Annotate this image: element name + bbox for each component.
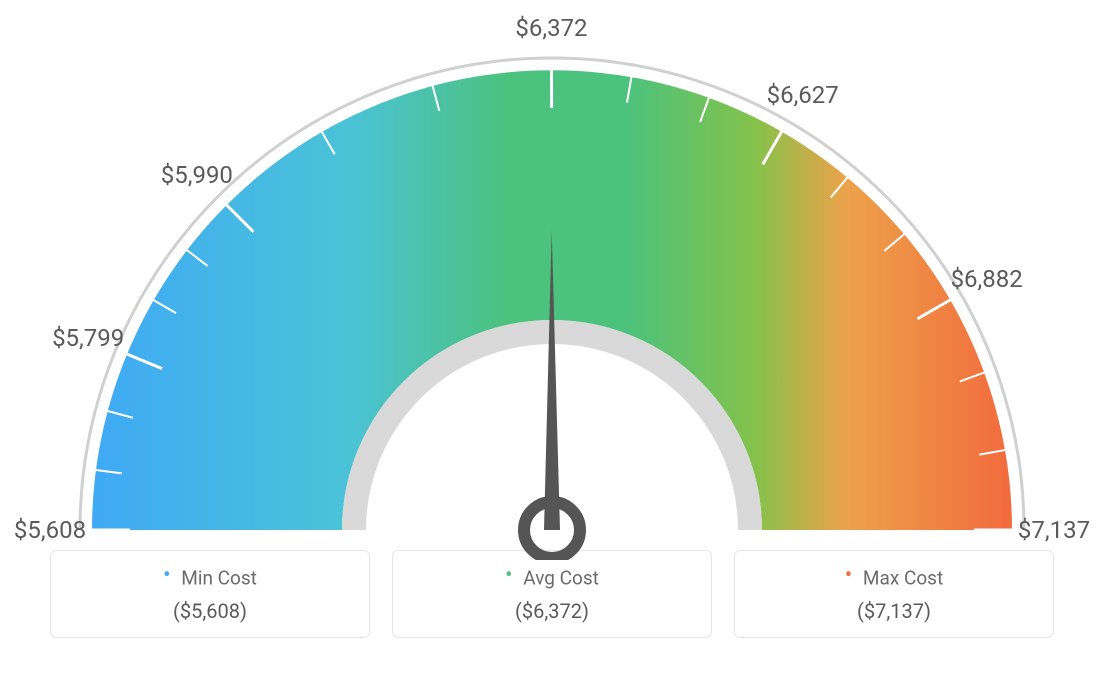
avg-cost-label: Avg Cost [523,566,599,589]
gauge-chart-container: $5,608 $5,799 $5,990 $6,372 $6,627 $6,882 $7,1… [0,0,1104,690]
legend-cards: • Min Cost ($5,608) • Avg Cost ($6,372) … [0,550,1104,638]
gauge-area: $5,608 $5,799 $5,990 $6,372 $6,627 $6,882 $7,1… [0,0,1104,560]
max-cost-card: • Max Cost ($7,137) [734,550,1054,638]
gauge-tick-label: $5,990 [161,161,233,189]
max-cost-value: ($7,137) [745,599,1043,623]
min-cost-title: • Min Cost [61,565,359,589]
gauge-tick-label: $6,882 [951,265,1023,293]
gauge-tick-label: $6,627 [767,81,839,109]
min-cost-card: • Min Cost ($5,608) [50,550,370,638]
min-cost-label: Min Cost [181,566,257,589]
avg-cost-card: • Avg Cost ($6,372) [392,550,712,638]
avg-cost-title: • Avg Cost [403,565,701,589]
gauge-tick-label: $6,372 [515,14,587,42]
gauge-tick-label: $7,137 [1018,516,1090,544]
max-cost-label: Max Cost [863,566,943,589]
avg-cost-value: ($6,372) [403,599,701,623]
gauge-tick-label: $5,799 [52,324,124,352]
gauge-tick-label: $5,608 [14,516,86,544]
gauge-svg [0,0,1104,560]
max-cost-title: • Max Cost [745,565,1043,589]
min-cost-value: ($5,608) [61,599,359,623]
